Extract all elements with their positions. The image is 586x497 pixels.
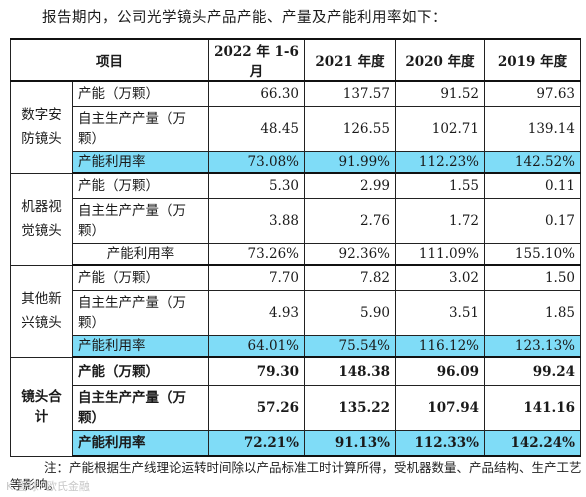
header-period: 2022 年 1-6 月: [208, 38, 305, 82]
value-cell: 112.23%: [395, 151, 485, 174]
group-machine-vision: 机器视觉镜头 产能（万颗） 5.30 2.99 1.55 0.11 自主生产产量…: [10, 172, 581, 266]
value-cell: 0.11: [484, 172, 581, 199]
value-cell: 91.99%: [304, 151, 396, 174]
table-row: 机器视觉镜头 产能（万颗） 5.30 2.99 1.55 0.11: [10, 172, 581, 266]
table-row-highlighted: 产能利用率 72.21% 91.13% 112.33% 142.24%: [11, 430, 581, 457]
group-other-emerging: 其他新兴镜头 产能（万颗） 7.70 7.82 3.02 1.50 自主生产产量…: [10, 264, 581, 358]
value-cell: 1.50: [484, 264, 581, 291]
value-cell: 57.26: [208, 385, 305, 431]
value-cell: 126.55: [304, 106, 396, 152]
value-cell: 135.22: [304, 385, 396, 431]
value-cell: 137.57: [304, 80, 396, 107]
capacity-table: 项目 2022 年 1-6 月 2021 年度 2020 年度 2019 年度 …: [10, 38, 581, 457]
table-row-highlighted: 产能利用率 64.01% 75.54% 116.12% 123.13%: [11, 335, 581, 358]
value-cell: 75.54%: [304, 335, 396, 358]
group-lens-total: 镜头合计 产能（万颗） 79.30 148.38 96.09 99.24 自主生…: [10, 356, 581, 457]
value-cell: 4.93: [208, 290, 305, 336]
header-period: 2020 年度: [395, 38, 485, 82]
value-cell: 99.24: [484, 356, 581, 386]
table-row: 镜头合计 产能（万颗） 79.30 148.38 96.09 99.24: [10, 356, 581, 457]
table-header-row: 项目 2022 年 1-6 月 2021 年度 2020 年度 2019 年度: [10, 38, 581, 82]
value-cell: 3.51: [395, 290, 485, 336]
value-cell: 155.10%: [484, 243, 581, 266]
table-row: 数字安防镜头 产能（万颗） 66.30 137.57 91.52 97.63: [10, 80, 581, 174]
value-cell: 107.94: [395, 385, 485, 431]
value-cell: 91.52: [395, 80, 485, 107]
metric-label: 产能（万颗）: [72, 264, 209, 291]
value-cell: 0.17: [484, 198, 581, 244]
value-cell: 3.88: [208, 198, 305, 244]
value-cell: 148.38: [304, 356, 396, 386]
value-cell: 116.12%: [395, 335, 485, 358]
table-row: 自主生产产量（万颗） 57.26 135.22 107.94 141.16: [11, 385, 581, 431]
value-cell: 2.99: [304, 172, 396, 199]
value-cell: 92.36%: [304, 243, 396, 266]
value-cell: 139.14: [484, 106, 581, 152]
value-cell: 72.21%: [208, 430, 305, 457]
category-label: 数字安防镜头: [10, 80, 73, 174]
value-cell: 123.13%: [484, 335, 581, 358]
table-row: 其他新兴镜头 产能（万颗） 7.70 7.82 3.02 1.50: [10, 264, 581, 358]
value-cell: 48.45: [208, 106, 305, 152]
metric-label: 自主生产产量（万颗）: [72, 290, 209, 336]
metric-label: 产能利用率: [72, 151, 209, 174]
value-cell: 73.08%: [208, 151, 305, 174]
metric-label: 产能（万颗）: [72, 80, 209, 107]
value-cell: 79.30: [208, 356, 305, 386]
value-cell: 5.30: [208, 172, 305, 199]
value-cell: 1.85: [484, 290, 581, 336]
value-cell: 3.02: [395, 264, 485, 291]
value-cell: 142.52%: [484, 151, 581, 174]
metric-label: 自主生产产量（万颗）: [72, 198, 209, 244]
table-row: 自主生产产量（万颗） 48.45 126.55 102.71 139.14: [11, 106, 581, 152]
value-cell: 102.71: [395, 106, 485, 152]
group-digital-security: 数字安防镜头 产能（万颗） 66.30 137.57 91.52 97.63 自…: [10, 80, 581, 174]
watermark: K 雪球: 欧氏金融: [6, 480, 90, 493]
metric-label: 产能利用率: [72, 335, 209, 358]
value-cell: 111.09%: [395, 243, 485, 266]
value-cell: 97.63: [484, 80, 581, 107]
category-label: 镜头合计: [10, 356, 73, 457]
value-cell: 7.70: [208, 264, 305, 291]
header-period: 2019 年度: [484, 38, 581, 82]
table-row: 自主生产产量（万颗） 3.88 2.76 1.72 0.17: [11, 198, 581, 244]
value-cell: 96.09: [395, 356, 485, 386]
value-cell: 91.13%: [304, 430, 396, 457]
header-period: 2021 年度: [304, 38, 396, 82]
value-cell: 1.72: [395, 198, 485, 244]
table-row: 产能利用率 73.26% 92.36% 111.09% 155.10%: [11, 243, 581, 266]
metric-label: 产能（万颗）: [72, 356, 209, 386]
value-cell: 112.33%: [395, 430, 485, 457]
value-cell: 2.76: [304, 198, 396, 244]
value-cell: 73.26%: [208, 243, 305, 266]
table-row: 自主生产产量（万颗） 4.93 5.90 3.51 1.85: [11, 290, 581, 336]
value-cell: 7.82: [304, 264, 396, 291]
metric-label: 自主生产产量（万颗）: [72, 385, 209, 431]
value-cell: 66.30: [208, 80, 305, 107]
table-row-highlighted: 产能利用率 73.08% 91.99% 112.23% 142.52%: [11, 151, 581, 174]
intro-text: 报告期内，公司光学镜头产品产能、产量及产能利用率如下：: [42, 10, 447, 26]
metric-label: 自主生产产量（万颗）: [72, 106, 209, 152]
category-label: 机器视觉镜头: [10, 172, 73, 266]
value-cell: 64.01%: [208, 335, 305, 358]
metric-label: 产能利用率: [72, 430, 209, 457]
value-cell: 1.55: [395, 172, 485, 199]
header-item: 项目: [10, 38, 209, 82]
value-cell: 5.90: [304, 290, 396, 336]
category-label: 其他新兴镜头: [10, 264, 73, 358]
value-cell: 141.16: [484, 385, 581, 431]
metric-label: 产能（万颗）: [72, 172, 209, 199]
value-cell: 142.24%: [484, 430, 581, 457]
metric-label: 产能利用率: [72, 243, 209, 266]
footnote: 注：产能根据生产线理论运转时间除以产品标准工时计算所得，受机器数量、产品结构、生…: [10, 460, 582, 492]
